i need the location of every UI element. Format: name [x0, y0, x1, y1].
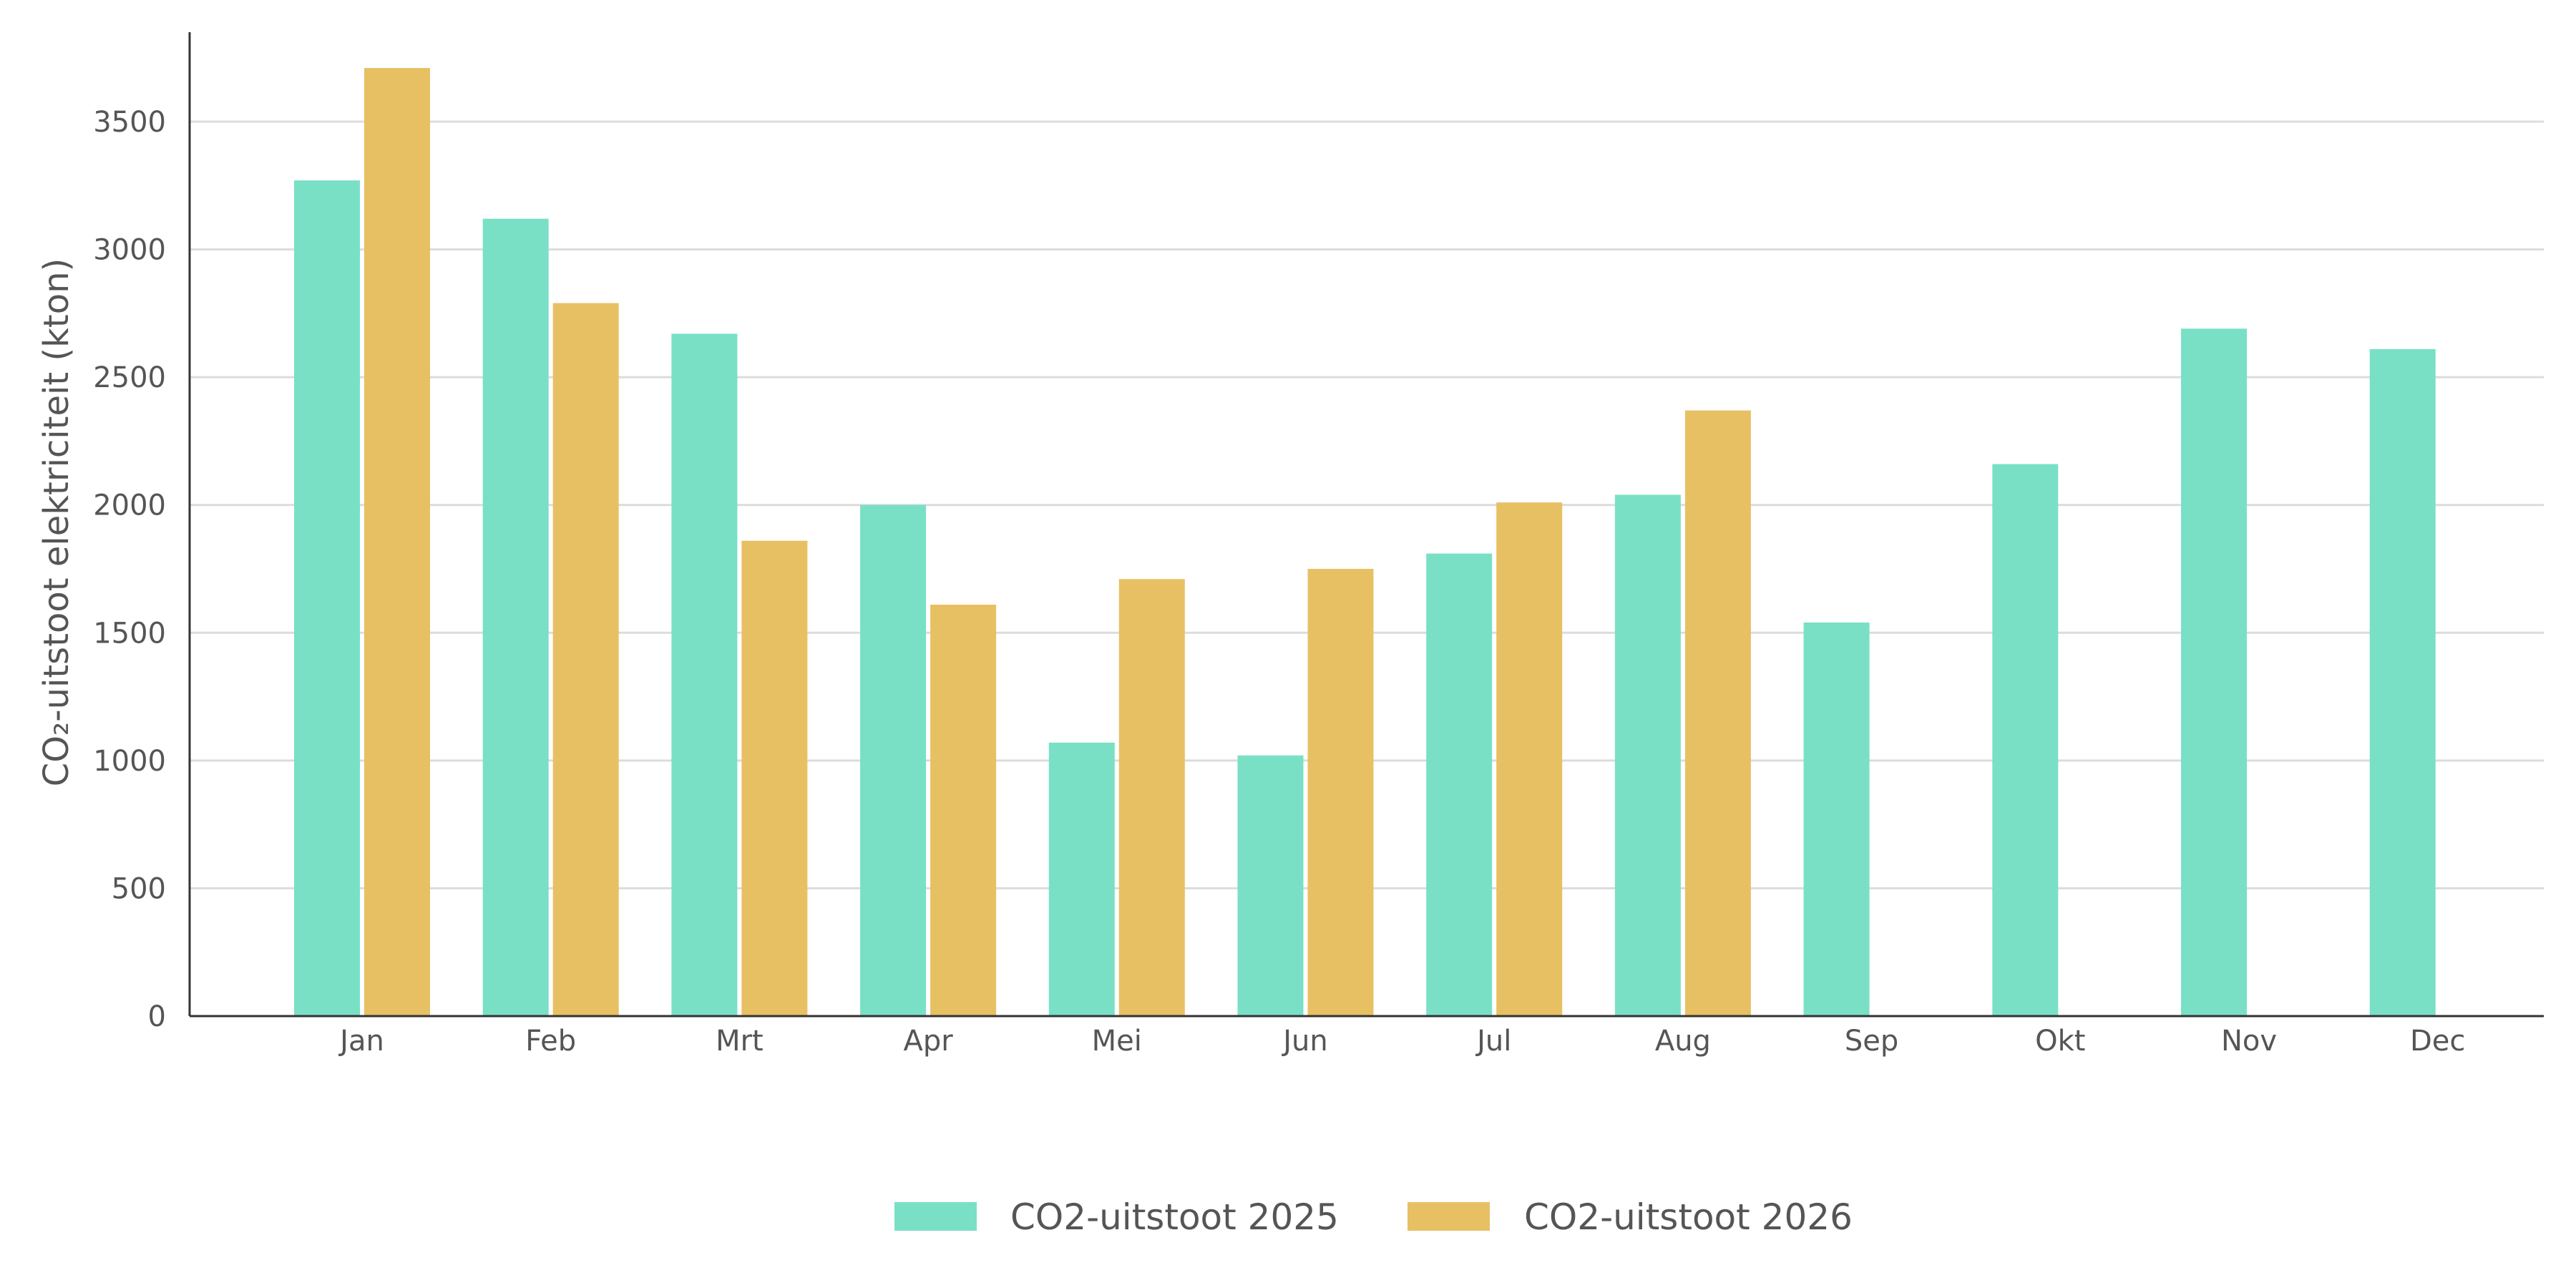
legend-swatch-2025: [894, 1202, 977, 1231]
bar-okt-2025: [1992, 464, 2059, 1016]
bar-jan-2025: [294, 180, 360, 1017]
bar-mei-2025: [1048, 742, 1115, 1016]
x-tick-label-feb: Feb: [525, 1025, 576, 1058]
bar-jan-2026: [364, 68, 430, 1016]
x-tick-label-jun: Jun: [1281, 1025, 1328, 1058]
x-tick-label-mrt: Mrt: [716, 1025, 763, 1058]
x-tick-label-jan: Jan: [338, 1025, 384, 1058]
x-tick-label-okt: Okt: [2035, 1025, 2085, 1058]
bars: [294, 68, 2436, 1017]
bar-mrt-2025: [671, 333, 738, 1016]
y-tick-label-3500: 3500: [93, 106, 166, 139]
x-tick-label-mei: Mei: [1092, 1025, 1142, 1058]
y-axis-title: CO₂-uitstoot elektriciteit (kton): [36, 258, 77, 787]
bar-jun-2025: [1237, 755, 1304, 1016]
bar-dec-2025: [2369, 348, 2436, 1016]
y-tick-label-2000: 2000: [93, 489, 166, 522]
bar-aug-2026: [1684, 410, 1751, 1016]
y-tick-label-3000: 3000: [93, 234, 166, 267]
axes: [188, 32, 2544, 1018]
y-tick-label-0: 0: [148, 1000, 166, 1033]
bar-sep-2025: [1803, 623, 1870, 1016]
y-tick-label-2500: 2500: [93, 361, 166, 394]
bar-mei-2026: [1118, 579, 1185, 1016]
bar-aug-2025: [1614, 494, 1681, 1016]
bar-mrt-2026: [741, 540, 808, 1016]
bar-jul-2025: [1426, 553, 1493, 1016]
x-tick-label-sep: Sep: [1845, 1025, 1898, 1058]
legend-label-2026: CO2-uitstoot 2026: [1524, 1196, 1853, 1238]
bar-jun-2026: [1307, 569, 1374, 1016]
x-tick-label-jul: Jul: [1475, 1025, 1511, 1058]
bar-feb-2025: [482, 218, 549, 1016]
y-tick-labels: 0 500 1000 1500 2000 2500 3000 3500: [93, 106, 166, 1033]
legend-label-2025: CO2-uitstoot 2025: [1010, 1196, 1339, 1238]
bar-jul-2026: [1496, 502, 1563, 1016]
x-tick-label-nov: Nov: [2221, 1025, 2277, 1058]
y-tick-label-1500: 1500: [93, 617, 166, 650]
bar-apr-2026: [930, 605, 997, 1016]
legend: CO2-uitstoot 2025 CO2-uitstoot 2026: [894, 1196, 1853, 1238]
bar-nov-2025: [2181, 328, 2247, 1016]
legend-swatch-2026: [1407, 1202, 1490, 1231]
y-tick-label-500: 500: [112, 872, 166, 905]
x-tick-labels: Jan Feb Mrt Apr Mei Jun Jul Aug Sep Okt Nov Dec: [338, 1025, 2465, 1058]
x-tick-label-aug: Aug: [1655, 1025, 1711, 1058]
bar-apr-2025: [860, 504, 927, 1016]
bar-feb-2026: [552, 303, 619, 1017]
x-tick-label-dec: Dec: [2410, 1025, 2465, 1058]
y-tick-label-1000: 1000: [93, 745, 166, 778]
x-tick-label-apr: Apr: [903, 1025, 953, 1058]
